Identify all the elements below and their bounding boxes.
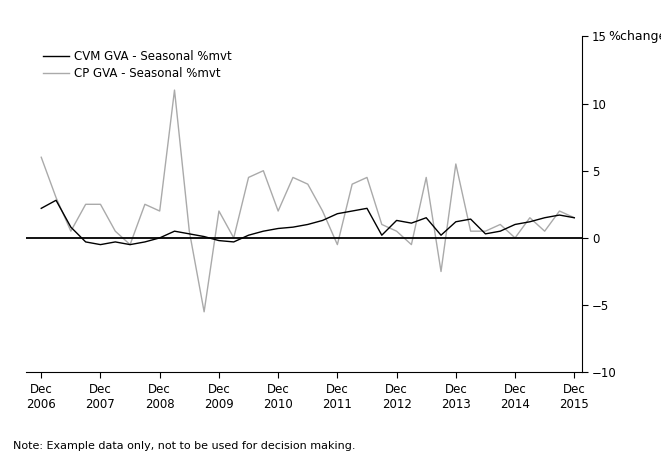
CVM GVA - Seasonal %mvt: [82, 239, 90, 245]
CVM GVA - Seasonal %mvt: [378, 232, 386, 238]
CVM GVA - Seasonal %mvt: [274, 226, 282, 231]
CP GVA - Seasonal %mvt: [496, 222, 504, 227]
CP GVA - Seasonal %mvt: [363, 175, 371, 180]
CP GVA - Seasonal %mvt: [333, 242, 341, 247]
CVM GVA - Seasonal %mvt: [333, 211, 341, 217]
CP GVA - Seasonal %mvt: [348, 182, 356, 187]
CP GVA - Seasonal %mvt: [437, 269, 445, 274]
CP GVA - Seasonal %mvt: [378, 222, 386, 227]
CP GVA - Seasonal %mvt: [215, 208, 223, 214]
CP GVA - Seasonal %mvt: [82, 202, 90, 207]
CVM GVA - Seasonal %mvt: [37, 206, 45, 211]
CVM GVA - Seasonal %mvt: [570, 215, 578, 221]
CP GVA - Seasonal %mvt: [319, 208, 327, 214]
Y-axis label: %change: %change: [608, 30, 661, 43]
CVM GVA - Seasonal %mvt: [185, 231, 193, 237]
CVM GVA - Seasonal %mvt: [52, 197, 60, 203]
CP GVA - Seasonal %mvt: [422, 175, 430, 180]
CP GVA - Seasonal %mvt: [555, 208, 563, 214]
CP GVA - Seasonal %mvt: [452, 161, 460, 167]
CP GVA - Seasonal %mvt: [141, 202, 149, 207]
CVM GVA - Seasonal %mvt: [97, 242, 104, 247]
CVM GVA - Seasonal %mvt: [555, 212, 563, 218]
CP GVA - Seasonal %mvt: [259, 168, 267, 173]
CP GVA - Seasonal %mvt: [185, 228, 193, 234]
CP GVA - Seasonal %mvt: [467, 228, 475, 234]
CP GVA - Seasonal %mvt: [304, 182, 312, 187]
Text: Note: Example data only, not to be used for decision making.: Note: Example data only, not to be used …: [13, 441, 356, 451]
CVM GVA - Seasonal %mvt: [319, 218, 327, 223]
CVM GVA - Seasonal %mvt: [289, 224, 297, 230]
CVM GVA - Seasonal %mvt: [259, 228, 267, 234]
CP GVA - Seasonal %mvt: [97, 202, 104, 207]
CVM GVA - Seasonal %mvt: [156, 235, 164, 241]
CVM GVA - Seasonal %mvt: [245, 232, 253, 238]
CVM GVA - Seasonal %mvt: [481, 231, 489, 237]
CP GVA - Seasonal %mvt: [570, 215, 578, 221]
CP GVA - Seasonal %mvt: [274, 208, 282, 214]
CVM GVA - Seasonal %mvt: [407, 220, 415, 226]
CVM GVA - Seasonal %mvt: [200, 234, 208, 239]
CVM GVA - Seasonal %mvt: [230, 239, 238, 245]
CP GVA - Seasonal %mvt: [156, 208, 164, 214]
CVM GVA - Seasonal %mvt: [496, 228, 504, 234]
CVM GVA - Seasonal %mvt: [363, 206, 371, 211]
CP GVA - Seasonal %mvt: [481, 228, 489, 234]
CP GVA - Seasonal %mvt: [245, 175, 253, 180]
Line: CP GVA - Seasonal %mvt: CP GVA - Seasonal %mvt: [41, 90, 574, 312]
CP GVA - Seasonal %mvt: [393, 228, 401, 234]
CVM GVA - Seasonal %mvt: [171, 228, 178, 234]
CP GVA - Seasonal %mvt: [230, 235, 238, 241]
CVM GVA - Seasonal %mvt: [67, 224, 75, 230]
CVM GVA - Seasonal %mvt: [437, 232, 445, 238]
CP GVA - Seasonal %mvt: [407, 242, 415, 247]
CVM GVA - Seasonal %mvt: [393, 218, 401, 223]
Legend: CVM GVA - Seasonal %mvt, CP GVA - Seasonal %mvt: CVM GVA - Seasonal %mvt, CP GVA - Season…: [38, 45, 237, 84]
CVM GVA - Seasonal %mvt: [126, 242, 134, 247]
CP GVA - Seasonal %mvt: [37, 154, 45, 160]
CVM GVA - Seasonal %mvt: [215, 238, 223, 243]
CVM GVA - Seasonal %mvt: [511, 222, 519, 227]
CP GVA - Seasonal %mvt: [111, 228, 119, 234]
CP GVA - Seasonal %mvt: [126, 242, 134, 247]
Line: CVM GVA - Seasonal %mvt: CVM GVA - Seasonal %mvt: [41, 200, 574, 245]
CP GVA - Seasonal %mvt: [541, 228, 549, 234]
CP GVA - Seasonal %mvt: [526, 215, 534, 221]
CVM GVA - Seasonal %mvt: [467, 217, 475, 222]
CVM GVA - Seasonal %mvt: [526, 219, 534, 224]
CP GVA - Seasonal %mvt: [200, 309, 208, 315]
CVM GVA - Seasonal %mvt: [111, 239, 119, 245]
CVM GVA - Seasonal %mvt: [422, 215, 430, 221]
CP GVA - Seasonal %mvt: [67, 228, 75, 234]
CVM GVA - Seasonal %mvt: [541, 215, 549, 221]
CVM GVA - Seasonal %mvt: [348, 208, 356, 214]
CP GVA - Seasonal %mvt: [289, 175, 297, 180]
CP GVA - Seasonal %mvt: [171, 87, 178, 93]
CVM GVA - Seasonal %mvt: [141, 239, 149, 245]
CVM GVA - Seasonal %mvt: [304, 222, 312, 227]
CVM GVA - Seasonal %mvt: [452, 219, 460, 224]
CP GVA - Seasonal %mvt: [52, 195, 60, 200]
CP GVA - Seasonal %mvt: [511, 235, 519, 241]
